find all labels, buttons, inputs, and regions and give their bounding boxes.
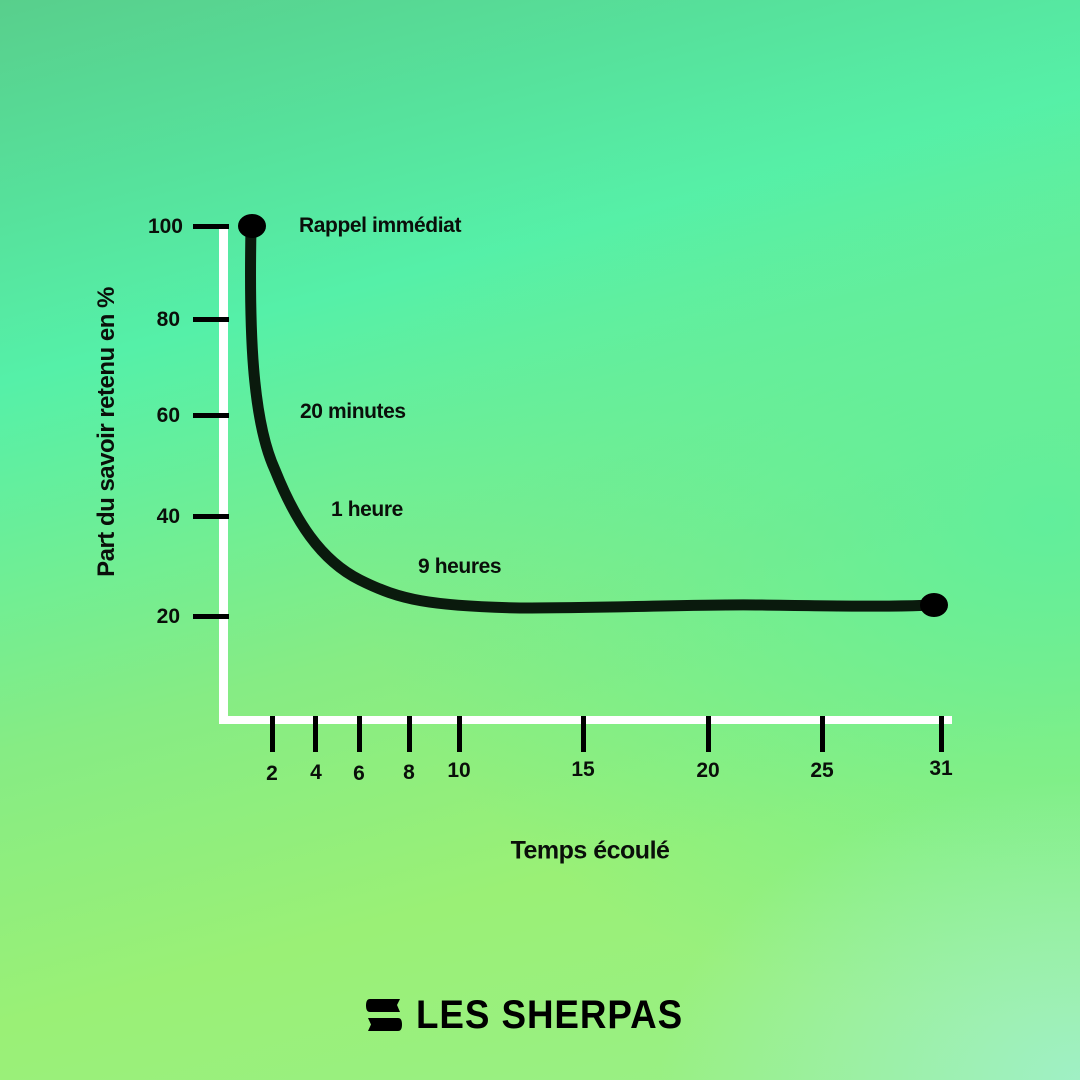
x-axis-title: Temps écoulé: [510, 836, 670, 865]
x-ticks: [270, 716, 944, 752]
x-tick-label: 2: [266, 762, 278, 785]
x-tick-label: 10: [447, 759, 471, 782]
y-tick-100: [193, 224, 229, 229]
x-tick-label: 4: [310, 761, 322, 784]
x-tick-label: 8: [403, 761, 415, 784]
brand-name: LES SHERPAS: [416, 993, 684, 1037]
annotation-1-heure: 1 heure: [331, 498, 403, 521]
y-tick-80: [193, 317, 229, 322]
x-tick-31: [939, 716, 944, 752]
x-tick-label: 15: [571, 758, 595, 781]
start-point-marker: [238, 214, 266, 238]
x-tick-4: [313, 716, 318, 752]
y-tick-60: [193, 413, 229, 418]
y-axis-title: Part du savoir retenu en %: [93, 287, 120, 577]
annotation-9-heures: 9 heures: [418, 555, 502, 578]
x-tick-25: [820, 716, 825, 752]
x-tick-6: [357, 716, 362, 752]
y-tick-label: 20: [156, 605, 180, 628]
x-tick-10: [457, 716, 462, 752]
x-tick-label: 25: [810, 759, 834, 782]
sherpas-s-logo-icon: [366, 999, 402, 1031]
annotation-rappel-immediat: Rappel immédiat: [299, 214, 462, 237]
axes: [219, 225, 952, 724]
x-tick-label: 31: [929, 757, 953, 780]
retention-curve: [245, 222, 939, 614]
x-tick-label: 20: [696, 759, 720, 782]
annotation-20-minutes: 20 minutes: [300, 400, 406, 423]
y-tick-label: 60: [156, 404, 180, 427]
y-tick-40: [193, 514, 229, 519]
y-tick-20: [193, 614, 229, 619]
y-tick-label: 40: [156, 505, 180, 528]
y-ticks: [193, 224, 229, 619]
x-tick-2: [270, 716, 275, 752]
x-tick-8: [407, 716, 412, 752]
x-tick-20: [706, 716, 711, 752]
end-point-marker: [920, 593, 948, 617]
y-tick-label: 80: [156, 308, 180, 331]
brand-logo: LES SHERPAS: [366, 993, 706, 1037]
y-axis-line: [219, 225, 228, 724]
x-tick-label: 6: [353, 762, 365, 785]
x-tick-15: [581, 716, 586, 752]
y-tick-label: 100: [147, 215, 183, 238]
